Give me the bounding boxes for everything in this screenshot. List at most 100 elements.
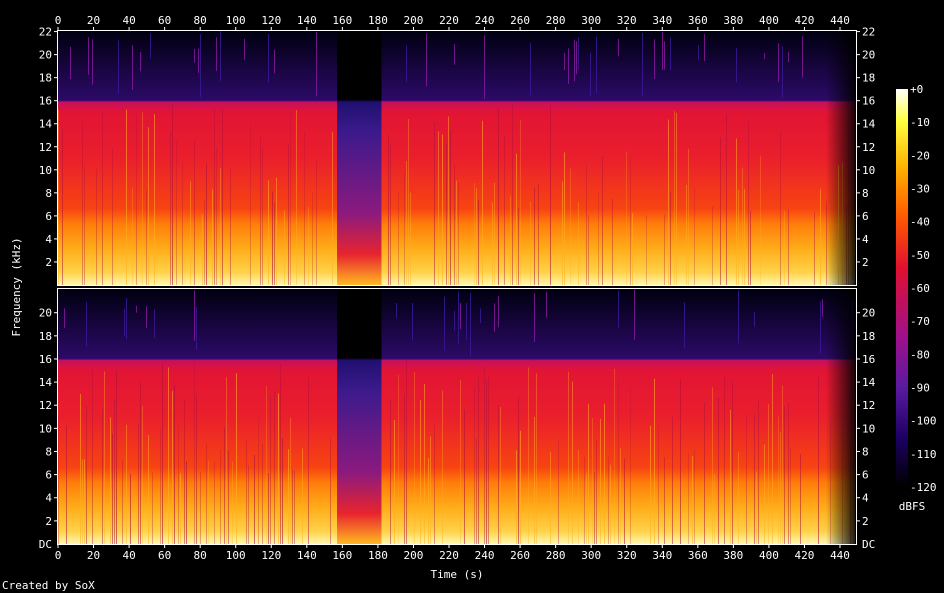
x-tick-label: 220	[439, 14, 459, 27]
y-tick-label: 14	[39, 118, 53, 131]
y-tick-label: 20	[39, 307, 52, 320]
x-tick-label: 360	[688, 549, 708, 562]
texture-stripe	[260, 136, 261, 285]
y-tick-label: 22	[862, 26, 875, 39]
y-tick-label: 16	[39, 95, 52, 108]
channel-panel-2	[57, 288, 857, 545]
texture-stripe	[420, 400, 421, 544]
hf-spike	[494, 303, 495, 332]
hf-spike	[274, 49, 275, 74]
texture-stripe	[688, 453, 689, 544]
texture-stripe	[112, 433, 113, 544]
texture-stripe	[206, 163, 207, 285]
texture-stripe	[288, 144, 289, 285]
texture-stripe	[226, 377, 227, 544]
x-tick-label: 20	[87, 14, 100, 27]
spectral-texture	[58, 289, 853, 544]
texture-stripe	[274, 390, 275, 544]
texture-stripe	[686, 184, 687, 285]
colorbar-tick-label: -10	[910, 116, 930, 129]
y-tick-label: 4	[45, 233, 52, 246]
spectrum-body	[58, 31, 856, 285]
texture-stripe	[712, 387, 713, 544]
texture-stripe	[430, 436, 431, 544]
texture-stripe	[530, 201, 531, 285]
texture-stripe	[664, 214, 665, 285]
x-tick-label: 40	[122, 14, 135, 27]
texture-stripe	[764, 444, 765, 544]
x-tick-label: 440	[830, 549, 850, 562]
x-tick-label: 0	[55, 14, 62, 27]
quiet-section	[337, 289, 382, 544]
hf-spike	[664, 41, 665, 70]
texture-stripe	[738, 451, 739, 544]
texture-stripe	[138, 422, 139, 544]
texture-stripe	[230, 169, 231, 285]
texture-stripe	[670, 192, 671, 285]
texture-stripe	[630, 158, 631, 285]
hf-spike	[738, 290, 739, 344]
texture-stripe	[82, 119, 83, 285]
texture-stripe	[160, 427, 161, 544]
texture-stripe	[720, 137, 721, 285]
y-tick-label: 20	[862, 49, 875, 62]
texture-stripe	[184, 399, 185, 544]
texture-stripe	[742, 167, 743, 285]
hf-spike	[574, 40, 575, 82]
texture-stripe	[142, 405, 143, 544]
texture-stripe	[512, 101, 513, 286]
texture-stripe	[478, 199, 479, 285]
texture-stripe	[568, 371, 569, 544]
texture-stripe	[520, 119, 521, 285]
y-tick-label: 2	[45, 515, 52, 528]
texture-stripe	[602, 156, 603, 285]
panel-frame	[57, 288, 857, 545]
texture-stripe	[446, 143, 447, 285]
x-tick-label: 60	[158, 14, 171, 27]
texture-stripe	[474, 182, 475, 285]
texture-stripe	[550, 452, 551, 544]
texture-stripe	[406, 161, 407, 285]
hf-spike	[578, 37, 579, 71]
texture-stripe	[484, 366, 485, 544]
hf-spike	[530, 42, 531, 96]
texture-stripe	[202, 214, 203, 285]
y-tick-label: 2	[862, 515, 869, 528]
hf-spike	[150, 33, 151, 59]
texture-stripe	[712, 206, 713, 285]
hf-spike	[822, 299, 823, 317]
hf-spike	[92, 39, 93, 85]
y-tick-label: 12	[862, 141, 875, 154]
texture-stripe	[254, 454, 255, 544]
texture-stripe	[694, 449, 695, 544]
texture-stripe	[504, 135, 505, 285]
texture-stripe	[214, 461, 215, 544]
colorbar-tick-label: -40	[910, 216, 930, 229]
hf-spike	[64, 308, 65, 329]
texture-stripe	[772, 374, 773, 544]
texture-stripe	[746, 415, 747, 544]
x-tick-label: 120	[261, 14, 281, 27]
texture-stripe	[610, 464, 611, 544]
texture-stripe	[692, 456, 693, 544]
hf-spike	[470, 292, 471, 356]
hf-spike	[576, 41, 577, 75]
texture-stripe	[114, 399, 115, 544]
y-tick-label: 6	[45, 210, 52, 223]
texture-stripe	[288, 449, 289, 544]
x-tick-label: 380	[723, 14, 743, 27]
texture-stripe	[626, 151, 627, 285]
hf-spike	[498, 296, 499, 328]
colorbar-tick-label: -70	[910, 315, 930, 328]
texture-stripe	[586, 472, 587, 544]
texture-stripe	[200, 471, 201, 544]
texture-stripe	[784, 406, 785, 544]
hf-spike	[458, 291, 459, 345]
texture-stripe	[398, 374, 399, 544]
texture-stripe	[112, 148, 113, 285]
colorbar-tick-label: -80	[910, 348, 930, 361]
hf-spike	[466, 303, 467, 340]
x-tick-label: 360	[688, 14, 708, 27]
hf-spike	[406, 45, 407, 83]
